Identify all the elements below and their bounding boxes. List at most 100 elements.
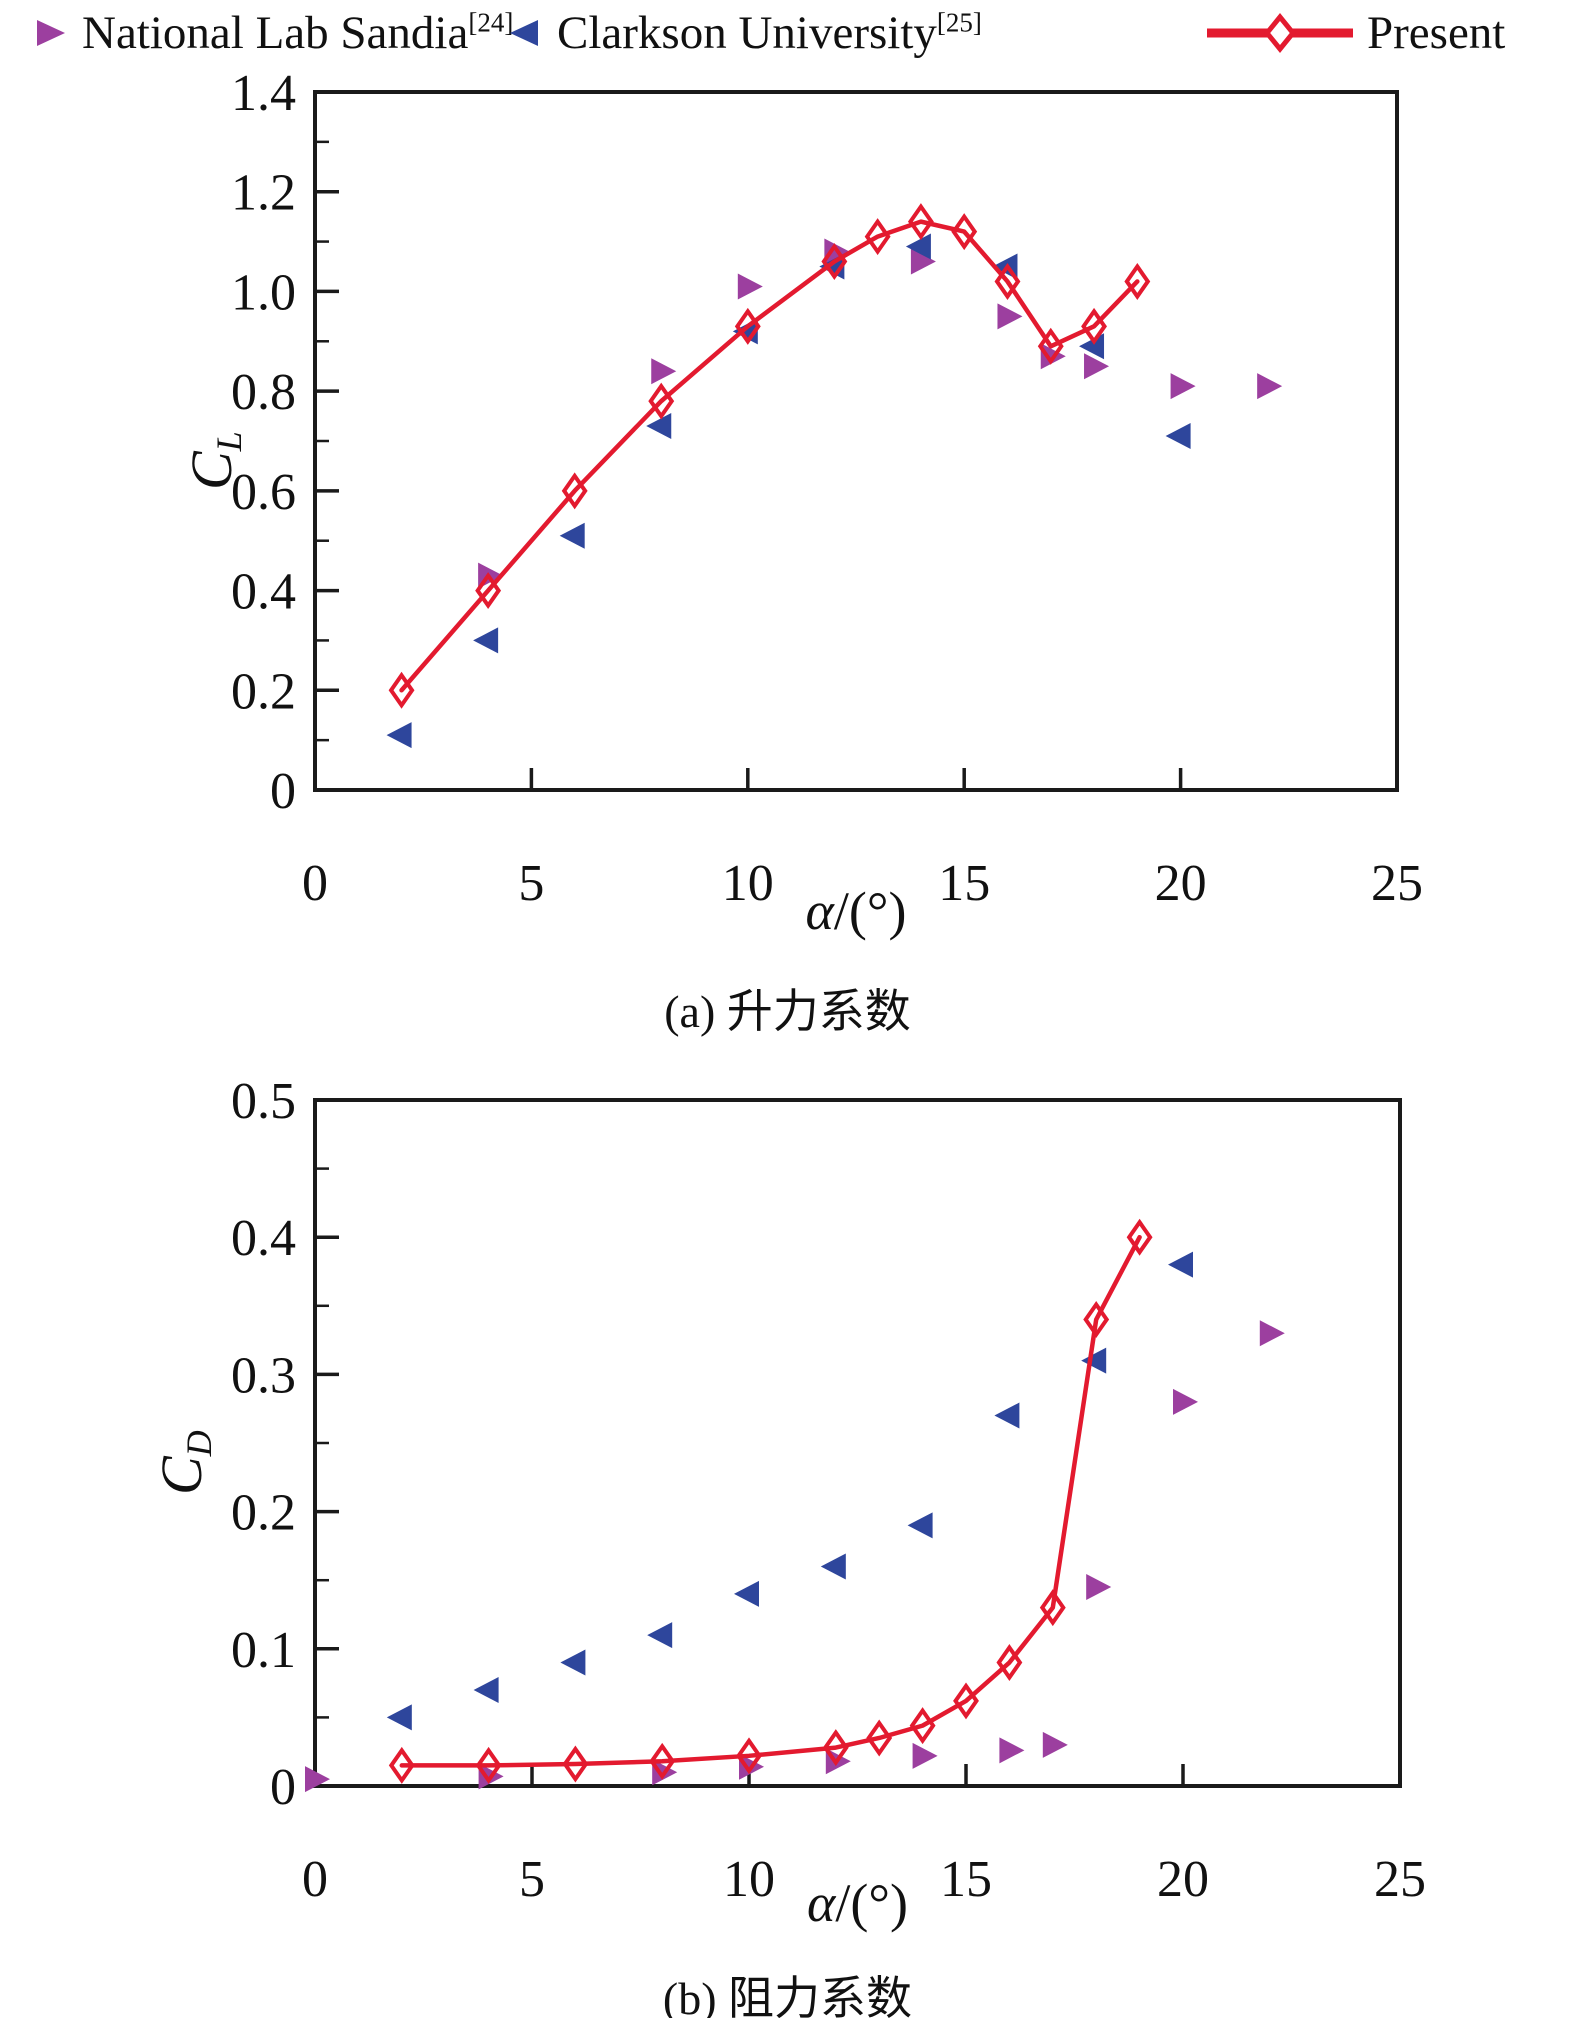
data-point-clarkson xyxy=(907,1512,933,1539)
data-point-clarkson xyxy=(820,1553,846,1580)
data-point-sandia xyxy=(910,248,936,275)
chart-a-y-axis-label: CL xyxy=(179,431,249,490)
data-point-present xyxy=(996,1644,1023,1682)
data-point-present xyxy=(1081,307,1107,345)
legend-label-sandia: National Lab Sandia[24] xyxy=(82,7,514,59)
y-axis-tick-label: 0.1 xyxy=(231,1622,296,1679)
data-point-sandia xyxy=(1084,353,1110,380)
data-point-sandia xyxy=(1257,373,1283,400)
lift-coefficient-chart: 0 0.2 0.4 0.6 0.8 1.0 1.2 1.4 0 5 10 15 20 25 xyxy=(231,65,1423,912)
chart-b-y-axis-label: CD xyxy=(149,1430,219,1495)
data-point-present xyxy=(953,1682,979,1720)
axes-box xyxy=(313,1098,1402,1788)
x-axis-tick-label: 15 xyxy=(940,1851,992,1908)
data-point-clarkson xyxy=(734,1580,759,1607)
data-point-present xyxy=(1124,262,1151,300)
data-point-clarkson xyxy=(1081,1347,1107,1374)
data-point-present xyxy=(734,307,761,345)
legend-label-present: Present xyxy=(1367,7,1506,59)
y-axis-tick-label: 0.8 xyxy=(231,364,296,421)
data-point-present xyxy=(864,218,891,256)
y-axis-tick-label: 0.5 xyxy=(231,1080,296,1130)
y-axis-tick-label: 0 xyxy=(270,763,296,820)
data-point-present xyxy=(1037,327,1064,365)
data-point-present xyxy=(475,572,502,610)
data-point-present xyxy=(736,1737,762,1775)
data-point-sandia xyxy=(1042,1731,1068,1758)
data-point-present xyxy=(1083,1301,1110,1339)
axes-box xyxy=(313,90,1399,792)
data-point-present xyxy=(475,1746,502,1784)
chart-a-x-axis-label: α/(°) xyxy=(805,881,907,941)
data-point-sandia xyxy=(737,273,763,300)
data-point-sandia xyxy=(651,358,677,385)
data-point-clarkson xyxy=(905,233,931,260)
data-point-sandia xyxy=(1170,373,1196,400)
data-point-present xyxy=(648,382,675,420)
data-point-present xyxy=(1126,1218,1153,1256)
data-point-present xyxy=(388,1746,415,1784)
data-point-clarkson xyxy=(386,722,412,749)
y-axis-tick-label: 1.4 xyxy=(231,65,296,122)
data-point-clarkson xyxy=(646,413,672,440)
data-point-sandia xyxy=(1086,1574,1112,1601)
data-point-clarkson xyxy=(1079,333,1105,360)
legend-label-clarkson: Clarkson University[25] xyxy=(557,7,982,59)
y-axis-tick-label: 0.3 xyxy=(231,1347,296,1404)
data-point-present xyxy=(388,671,415,709)
data-point-sandia xyxy=(1173,1388,1198,1415)
data-point-present xyxy=(1039,1589,1066,1627)
data-point-clarkson xyxy=(1168,1251,1193,1278)
data-point-present xyxy=(561,472,588,510)
triangle-left-icon xyxy=(510,20,538,46)
data-point-clarkson xyxy=(647,1622,673,1649)
data-point-sandia xyxy=(912,1742,938,1769)
data-point-clarkson xyxy=(386,1704,412,1731)
x-axis-tick-label: 10 xyxy=(723,1851,775,1908)
y-axis-tick-label: 0.2 xyxy=(231,663,296,720)
y-axis-tick-label: 1.0 xyxy=(231,264,296,321)
chart-b-x-axis-label: α/(°) xyxy=(807,1873,908,1933)
data-point-clarkson xyxy=(473,627,499,654)
y-axis-tick-label: 0 xyxy=(270,1759,296,1816)
series-line-present xyxy=(399,1234,1142,1768)
x-axis-tick-label: 0 xyxy=(302,855,328,912)
data-point-present xyxy=(649,1742,676,1780)
citation-superscript: [25] xyxy=(936,7,982,38)
line-diamond-icon xyxy=(1207,13,1353,53)
legend-item-sandia: National Lab Sandia[24] xyxy=(30,4,513,62)
x-axis-tick-label: 25 xyxy=(1374,1851,1426,1908)
chart-b-caption: (b) 阻力系数 xyxy=(662,1973,913,2018)
data-point-present xyxy=(909,1707,936,1745)
legend-item-present: Present xyxy=(1205,4,1505,62)
data-point-sandia xyxy=(1259,1320,1285,1347)
x-axis-tick-label: 5 xyxy=(518,855,544,912)
data-point-clarkson xyxy=(560,1649,586,1676)
data-point-sandia xyxy=(997,303,1023,330)
y-axis-tick-label: 0.6 xyxy=(231,464,296,521)
x-axis-tick-label: 5 xyxy=(519,1851,545,1908)
data-point-present xyxy=(907,203,934,241)
data-point-present xyxy=(866,1719,893,1757)
citation-superscript: [24] xyxy=(468,7,514,38)
data-point-clarkson xyxy=(994,1402,1020,1429)
x-axis-tick-label: 20 xyxy=(1155,855,1207,912)
drag-coefficient-chart: 0 0.1 0.2 0.3 0.4 0.5 0 5 10 15 20 25 xyxy=(231,1080,1426,1908)
data-point-present xyxy=(822,1729,849,1767)
y-axis-tick-label: 1.2 xyxy=(231,165,296,222)
data-point-clarkson xyxy=(559,522,585,549)
y-axis-tick-label: 0.4 xyxy=(231,564,296,621)
y-axis-tick-label: 0.2 xyxy=(231,1485,296,1542)
data-point-present xyxy=(994,262,1021,300)
data-point-sandia xyxy=(999,1737,1025,1764)
data-point-present xyxy=(821,243,848,281)
x-axis-tick-label: 0 xyxy=(302,1851,328,1908)
x-axis-tick-label: 10 xyxy=(722,855,774,912)
series-line-present xyxy=(399,219,1140,693)
data-point-sandia xyxy=(305,1766,330,1793)
x-axis-tick-label: 20 xyxy=(1157,1851,1209,1908)
x-axis-tick-label: 25 xyxy=(1371,855,1423,912)
chart-a-caption: (a) 升力系数 xyxy=(664,986,911,1037)
y-axis-tick-label: 0.4 xyxy=(231,1210,296,1267)
